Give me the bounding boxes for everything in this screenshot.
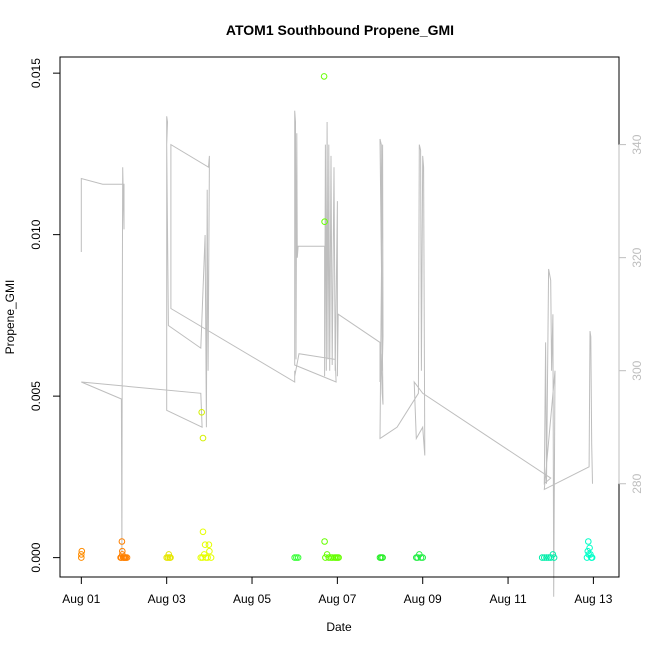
data-points-layer: [78, 73, 596, 561]
data-point: [585, 538, 592, 545]
data-point: [549, 551, 557, 558]
secondary-line-layer: [80, 110, 593, 597]
y-axis-label: Propene_GMI: [3, 280, 17, 355]
data-point: [325, 554, 333, 561]
data-point: [167, 554, 174, 561]
data-point: [329, 554, 337, 561]
data-point: [588, 554, 596, 561]
y2-tick-label: 300: [630, 360, 644, 380]
y-tick-label: 0.000: [29, 542, 43, 572]
data-point: [587, 551, 594, 558]
x-tick-label: Aug 01: [62, 592, 100, 606]
data-point: [543, 554, 550, 561]
data-point: [123, 554, 131, 561]
data-point: [321, 538, 328, 545]
data-point: [320, 73, 328, 80]
data-point: [419, 554, 427, 561]
data-point: [323, 551, 331, 558]
data-point: [119, 547, 126, 555]
data-point: [541, 554, 548, 561]
data-point: [206, 547, 213, 555]
data-point: [550, 554, 558, 561]
data-point: [78, 547, 86, 555]
data-point: [198, 409, 205, 416]
y-tick-label: 0.010: [29, 219, 43, 249]
data-point: [78, 551, 85, 558]
y-tick-label: 0.005: [29, 381, 43, 411]
data-point: [199, 434, 207, 442]
y-tick-label: 0.015: [29, 58, 43, 88]
data-point: [199, 528, 207, 536]
x-tick-label: Aug 13: [574, 592, 612, 606]
data-point: [294, 554, 302, 561]
y-axis-right: 280 300 320 340: [618, 134, 644, 494]
data-point: [118, 538, 126, 545]
data-point: [538, 554, 546, 561]
data-point: [586, 544, 593, 552]
x-tick-label: Aug 05: [233, 592, 271, 606]
secondary-series-line: [80, 110, 593, 597]
x-tick-label: Aug 03: [148, 592, 186, 606]
x-tick-label: Aug 07: [318, 592, 356, 606]
data-point: [201, 541, 209, 549]
x-axis-label: Date: [326, 620, 352, 634]
x-tick-label: Aug 09: [404, 592, 442, 606]
y-axis-left: 0.000 0.005 0.010 0.015: [29, 58, 61, 573]
data-point: [414, 554, 421, 561]
y2-tick-label: 340: [630, 134, 644, 154]
y2-tick-label: 320: [630, 247, 644, 267]
data-point: [321, 218, 328, 225]
data-point: [78, 554, 85, 561]
plot-area-frame: [59, 56, 620, 578]
data-point: [204, 554, 211, 561]
y2-tick-label: 280: [630, 473, 644, 493]
data-point: [207, 554, 215, 561]
data-point: [379, 554, 386, 561]
chart-title: ATOM1 Southbound Propene_GMI: [226, 22, 454, 38]
x-axis: Aug 01 Aug 03 Aug 05 Aug 07 Aug 09 Aug 11 Aug …: [62, 576, 613, 606]
data-point: [165, 551, 173, 558]
data-point: [205, 541, 213, 549]
x-tick-label: Aug 11: [489, 592, 526, 606]
